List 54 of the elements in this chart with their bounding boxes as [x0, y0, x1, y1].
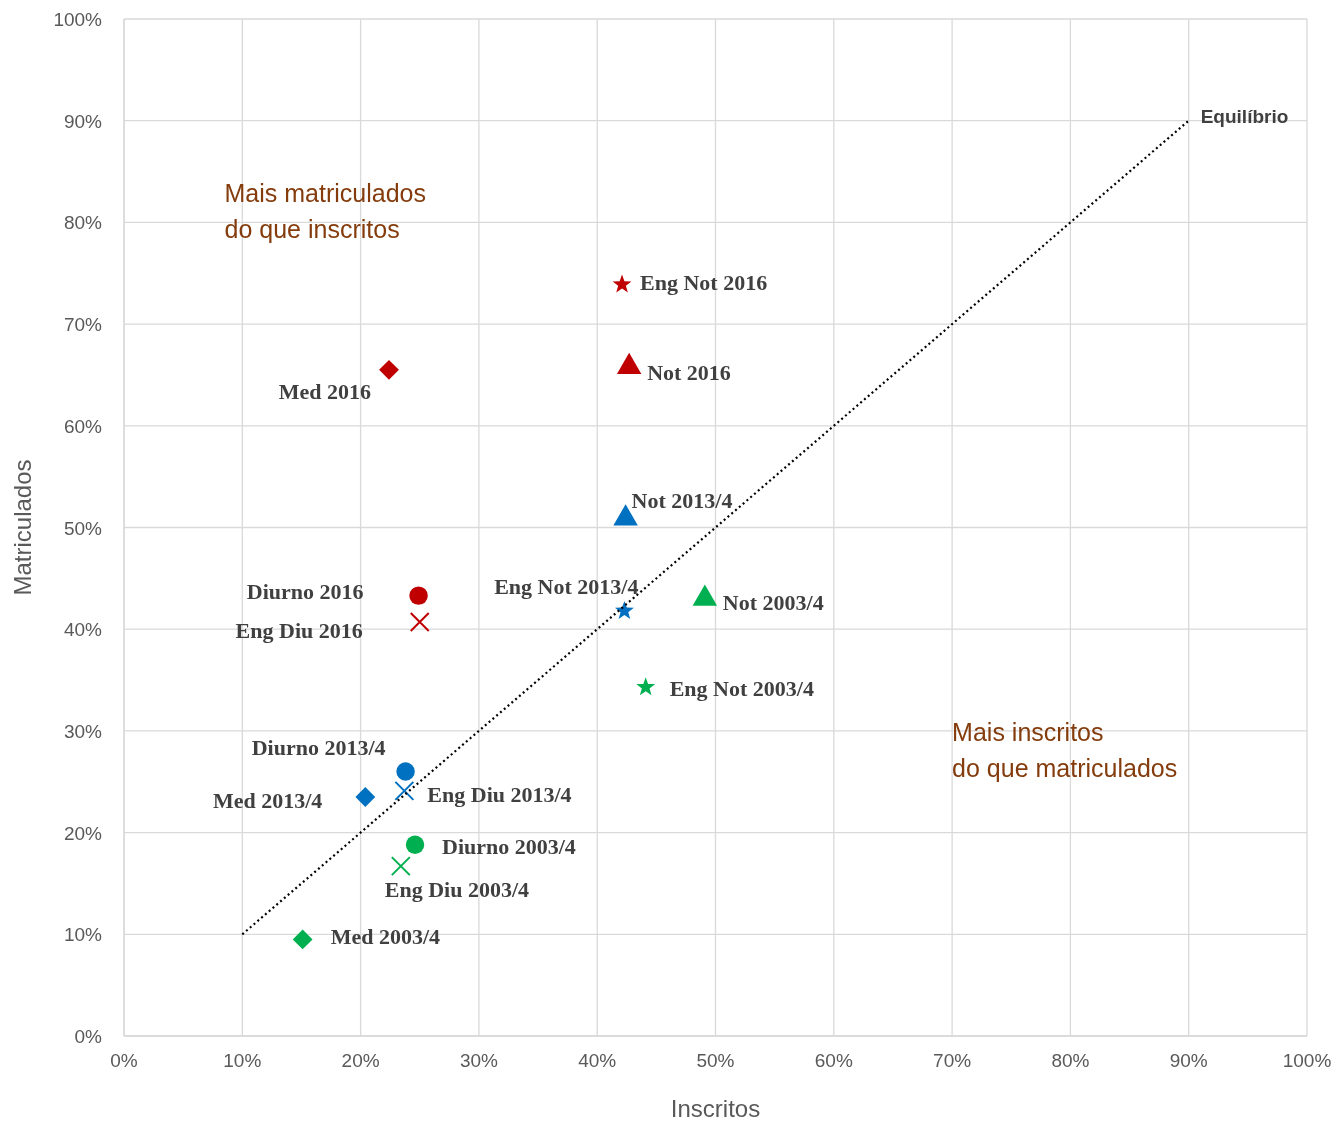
point	[394, 780, 415, 801]
point	[614, 600, 634, 619]
y-tick-label: 10%	[63, 924, 103, 946]
series-label: Med 2003/4	[330, 924, 441, 950]
point	[390, 856, 411, 877]
series-label: Eng Not 2016	[640, 270, 768, 296]
y-tick-label: 20%	[63, 822, 103, 844]
point	[612, 274, 632, 293]
series-label: Not 2013/4	[631, 488, 733, 514]
y-tick-label: 0%	[74, 1026, 103, 1047]
x-tick-label: 10%	[223, 1050, 262, 1071]
x-tick-label: 50%	[696, 1050, 735, 1071]
y-tick-label: 90%	[63, 110, 103, 132]
point	[405, 835, 425, 855]
y-tick-label: 70%	[63, 314, 103, 336]
y-tick-label: 100%	[53, 9, 103, 30]
series-label: Eng Not 2013/4	[494, 573, 639, 599]
point	[379, 359, 399, 380]
series-label: Diurno 2003/4	[442, 833, 576, 859]
point	[396, 762, 415, 781]
x-axis-title: Inscritos	[670, 1095, 761, 1121]
series-label: Not 2003/4	[722, 589, 824, 615]
x-tick-label: 100%	[1282, 1050, 1332, 1071]
series-label: Equilíbrio	[1200, 105, 1289, 127]
x-tick-label: 20%	[341, 1050, 380, 1071]
series-label: Not 2016	[647, 359, 731, 385]
x-tick-label: 80%	[1051, 1050, 1090, 1071]
y-tick-label: 80%	[63, 212, 103, 234]
series-label: Eng Diu 2013/4	[427, 781, 572, 807]
series-label: Med 2016	[278, 378, 371, 404]
text: Diurno 2016	[246, 578, 364, 604]
x-tick-label: 90%	[1169, 1050, 1208, 1071]
y-axis-title: Matriculados	[9, 459, 36, 596]
point	[355, 787, 376, 807]
y-tick-label: 40%	[63, 619, 103, 641]
series-label: Med 2013/4	[212, 788, 323, 814]
y-tick-label: 60%	[63, 415, 103, 437]
x-tick-label: 30%	[459, 1050, 499, 1071]
series-label: Diurno 2013/4	[251, 734, 386, 760]
point	[409, 612, 430, 633]
x-tick-label: 60%	[814, 1050, 853, 1071]
x-tick-label: 40%	[578, 1050, 617, 1071]
series-label: Eng Diu 2003/4	[384, 877, 530, 903]
y-tick-label: 30%	[63, 720, 103, 742]
point	[636, 677, 656, 696]
annotation: Mais inscritos do que matriculados	[952, 718, 1178, 783]
point	[409, 586, 428, 605]
annotation: Mais matriculados do que inscritos	[224, 179, 427, 244]
series-label: Eng Not 2003/4	[669, 676, 814, 702]
x-tick-label: 0%	[110, 1050, 138, 1071]
y-tick-label: 50%	[63, 517, 103, 539]
point	[292, 929, 313, 950]
x-tick-label: 70%	[933, 1050, 972, 1071]
text: Eng Diu 2016	[235, 618, 363, 644]
